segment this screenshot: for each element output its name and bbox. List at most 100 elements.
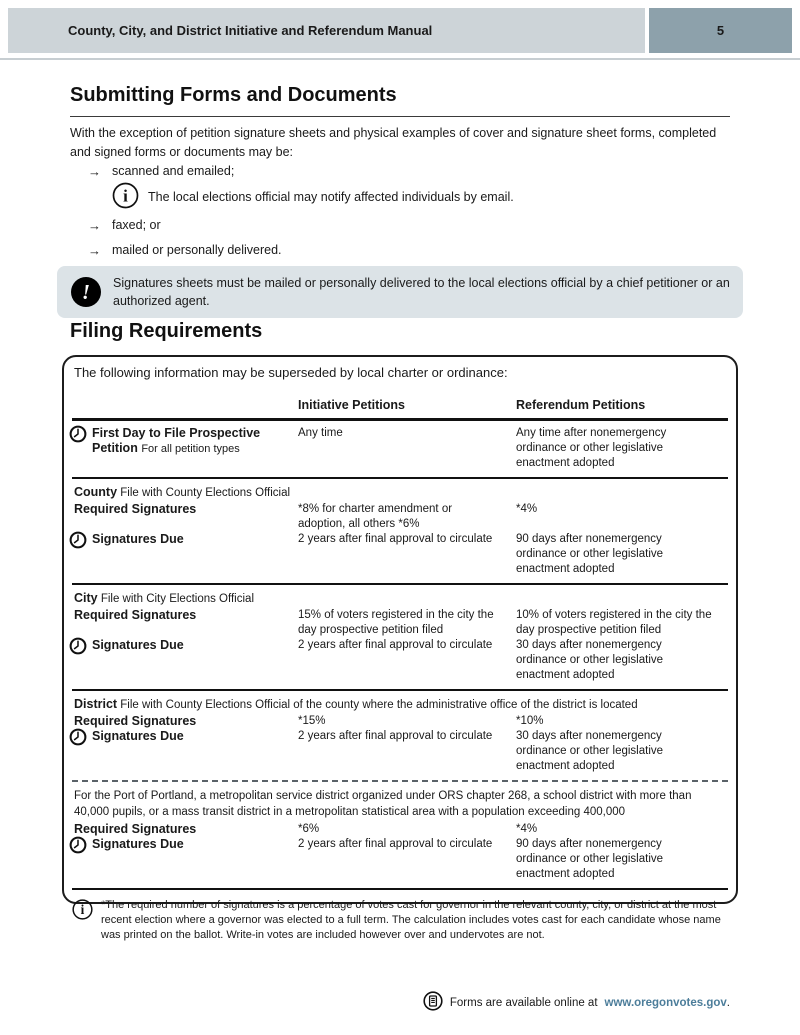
table-row: Signatures Due 2 years after final appro… — [69, 836, 728, 882]
bullet-text: scanned and emailed; — [112, 164, 235, 178]
section-title-filing: Filing Requirements — [70, 320, 263, 342]
filing-requirements-box: The following information may be superse… — [62, 355, 738, 941]
row-label-first-day: First Day to File Prospective Petition F… — [69, 425, 298, 471]
cell-referendum: 90 days after nonemergency ordinance or … — [516, 838, 664, 880]
cell-referendum: *4% — [516, 503, 538, 515]
empty-header-cell — [72, 398, 298, 413]
city-file-with: File with City Elections Official — [100, 593, 254, 605]
cell-referendum: Any time after nonemergency ordinance or… — [516, 427, 667, 469]
group-district: District File with County Elections Offi… — [69, 691, 728, 782]
page-header-bar: County, City, and District Initiative an… — [8, 8, 645, 53]
info-icon: i — [72, 899, 93, 943]
table-row: Required Signatures *15% *10% — [72, 714, 728, 729]
row-label-due: Signatures Due — [69, 728, 298, 774]
signatures-footnote: i *The required number of signatures is … — [72, 890, 728, 943]
row-label-due: Signatures Due — [69, 836, 298, 882]
due-label: Signatures Due — [92, 532, 184, 546]
bullet-faxed: → faxed; or — [88, 218, 161, 233]
group-city: City File with City Elections Official R… — [69, 585, 728, 691]
cell-initiative: 2 years after final approval to circulat… — [298, 838, 493, 850]
table-row: First Day to File Prospective Petition F… — [69, 425, 728, 471]
district-heading: District File with County Elections Offi… — [74, 696, 728, 713]
table-row: Required Signatures *6% *4% — [72, 822, 728, 837]
cell-initiative: Any time — [298, 427, 343, 439]
due-label: Signatures Due — [92, 638, 184, 652]
city-heading: City File with City Elections Official — [74, 590, 728, 607]
cell-initiative: 2 years after final approval to circulat… — [298, 730, 493, 742]
cell-initiative: *6% — [298, 823, 320, 835]
arrow-bullet-icon: → — [88, 243, 101, 258]
cell-referendum: 10% of voters registered in the city the… — [516, 609, 712, 636]
county-heading: County File with County Elections Offici… — [74, 484, 728, 501]
svg-text:i: i — [81, 902, 85, 917]
city-name: City — [74, 591, 98, 605]
table-row: Signatures Due 2 years after final appro… — [69, 637, 728, 683]
oregonvotes-link[interactable]: www.oregonvotes.gov — [604, 996, 727, 1009]
row-label-required: Required Signatures — [74, 822, 197, 836]
header-divider — [0, 58, 800, 60]
warning-callout: ! Signatures sheets must be mailed or pe… — [57, 266, 743, 318]
cell-referendum: *4% — [516, 823, 538, 835]
first-day-label-note: For all petition types — [141, 443, 240, 455]
due-label: Signatures Due — [92, 729, 184, 743]
group-county: County File with County Elections Offici… — [69, 479, 728, 585]
row-label-due: Signatures Due — [69, 637, 298, 683]
bullet-text: faxed; or — [112, 218, 161, 232]
footer-text: Forms are available online at — [449, 996, 598, 1009]
cell-referendum: *10% — [516, 715, 544, 727]
table-header-row: Initiative Petitions Referendum Petition… — [72, 398, 728, 421]
page-number-box: 5 — [649, 8, 792, 53]
cell-initiative: 15% of voters registered in the city the… — [298, 609, 494, 636]
row-label-due: Signatures Due — [69, 531, 298, 577]
bullet-text: mailed or personally delivered. — [112, 243, 282, 257]
group-first-day: First Day to File Prospective Petition F… — [69, 421, 728, 479]
section-title-submitting: Submitting Forms and Documents — [70, 84, 730, 117]
due-label: Signatures Due — [92, 837, 184, 851]
column-header-initiative: Initiative Petitions — [298, 398, 405, 412]
table-row: Required Signatures 15% of voters regist… — [72, 608, 728, 638]
footnote-text: *The required number of signatures is a … — [101, 899, 721, 941]
cell-referendum: 90 days after nonemergency ordinance or … — [516, 533, 664, 575]
county-file-with: File with County Elections Official — [120, 487, 291, 499]
footer-period: . — [726, 996, 730, 1009]
info-icon: i — [112, 182, 139, 212]
box-intro: The following information may be superse… — [74, 365, 508, 380]
cell-referendum: 30 days after nonemergency ordinance or … — [516, 730, 664, 772]
page-footer: Forms are available online at www.oregon… — [423, 991, 730, 1014]
exclamation-icon: ! — [71, 277, 101, 307]
forms-document-icon — [423, 991, 443, 1014]
cell-initiative: 2 years after final approval to circulat… — [298, 639, 493, 651]
page-number: 5 — [716, 23, 725, 38]
metro-intro: For the Port of Portland, a metropolitan… — [74, 790, 692, 818]
clock-icon — [69, 425, 87, 447]
row-label-required: Required Signatures — [74, 608, 197, 622]
county-name: County — [74, 485, 118, 499]
arrow-bullet-icon: → — [88, 164, 101, 179]
arrow-bullet-icon: → — [88, 218, 101, 233]
cell-initiative: 2 years after final approval to circulat… — [298, 533, 493, 545]
group-metro-district: For the Port of Portland, a metropolitan… — [69, 782, 728, 890]
cell-initiative: *15% — [298, 715, 326, 727]
cell-referendum: 30 days after nonemergency ordinance or … — [516, 639, 664, 681]
submitting-intro: With the exception of petition signature… — [70, 126, 717, 159]
svg-text:i: i — [123, 187, 128, 206]
column-header-referendum: Referendum Petitions — [516, 398, 646, 412]
first-day-label: First Day to File Prospective Petition — [92, 426, 261, 455]
clock-icon — [69, 728, 87, 750]
clock-icon — [69, 836, 87, 858]
info-note-text: The local elections official may notify … — [148, 190, 514, 204]
table-row: Signatures Due 2 years after final appro… — [69, 728, 728, 774]
table-row: Required Signatures *8% for charter amen… — [72, 502, 728, 532]
row-label-required: Required Signatures — [74, 714, 197, 728]
email-info-note: i The local elections official may notif… — [112, 182, 514, 212]
cell-initiative: *8% for charter amendment or adoption, a… — [298, 503, 453, 530]
bullet-scanned: → scanned and emailed; — [88, 164, 234, 179]
district-name: District — [74, 697, 118, 711]
clock-icon — [69, 637, 87, 659]
bullet-mailed: → mailed or personally delivered. — [88, 243, 282, 258]
row-label-required: Required Signatures — [74, 502, 197, 516]
manual-title: County, City, and District Initiative an… — [68, 23, 433, 38]
table-row: Signatures Due 2 years after final appro… — [69, 531, 728, 577]
clock-icon — [69, 531, 87, 553]
